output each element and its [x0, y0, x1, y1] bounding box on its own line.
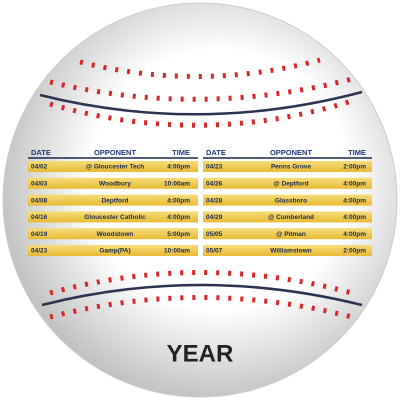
cell: 10:00am — [164, 248, 190, 255]
cell: 2:00pm — [343, 248, 366, 255]
cell: 04/19 — [31, 231, 48, 238]
row-band — [28, 211, 198, 223]
row-band — [203, 211, 372, 223]
cell: Williamstown — [270, 248, 312, 255]
cell: 04/03 — [31, 181, 48, 188]
row-band — [28, 161, 198, 172]
column-header: TIME — [172, 148, 190, 157]
cell: Glassboro — [275, 197, 307, 204]
cell: 4:00pm — [343, 214, 366, 221]
row-band — [203, 228, 372, 240]
cell: 04/08 — [31, 197, 48, 204]
cell: 04/28 — [206, 197, 223, 204]
cell: 10:00am — [164, 181, 190, 188]
cell: 04/26 — [206, 181, 223, 188]
cell: 4:00pm — [343, 231, 366, 238]
bottom-seam — [41, 283, 363, 307]
cell: Woodstown — [97, 231, 134, 238]
cell: @ Pitman — [276, 231, 306, 238]
bottom-stitches-lower — [49, 295, 353, 320]
cell: 4:00pm — [167, 197, 190, 204]
row-band — [28, 245, 198, 256]
cell: 4:00pm — [167, 214, 190, 221]
cell: Penns Grove — [271, 164, 311, 171]
top-stitches-upper — [49, 76, 353, 102]
cell: 05/05 — [206, 231, 223, 238]
row-band — [203, 245, 372, 256]
cell: 4:00pm — [167, 164, 190, 171]
cell: 04/23 — [31, 248, 48, 255]
cell: 4:00pm — [343, 181, 366, 188]
cell: Gloucester Catholic — [84, 214, 146, 221]
cell: 04/02 — [31, 164, 48, 171]
row-band — [28, 177, 198, 189]
column-header: TIME — [348, 148, 366, 157]
cell: 05/07 — [206, 248, 223, 255]
row-band — [203, 194, 372, 206]
top-stitches-lower — [49, 98, 353, 128]
year: YEAR — [167, 340, 234, 367]
bottom-stitches-upper — [49, 270, 353, 296]
column-header: DATE — [31, 148, 51, 157]
cell: @ Gloucester Tech — [86, 164, 145, 171]
cell: Deptford — [101, 197, 128, 204]
top-seam — [39, 90, 363, 116]
cell: 2:00pm — [343, 164, 366, 171]
cell: 04/16 — [31, 214, 48, 221]
cell: 04/29 — [206, 214, 223, 221]
column-header: OPPONENT — [94, 148, 137, 157]
cell: 5:00pm — [167, 231, 190, 238]
row-band — [28, 228, 198, 240]
cell: Gamp(PA) — [99, 248, 130, 255]
cell: @ Cumberland — [268, 214, 314, 221]
row-band — [28, 194, 198, 206]
cell: 4:00pm — [343, 197, 366, 204]
cell: Woodbury — [99, 181, 131, 188]
row-band — [203, 161, 372, 172]
column-header: OPPONENT — [270, 148, 313, 157]
row-band — [203, 177, 372, 189]
cell: 04/23 — [206, 164, 223, 171]
top-stitches-outer — [79, 57, 321, 79]
cell: @ Deptford — [273, 181, 308, 188]
column-header: DATE — [206, 148, 226, 157]
